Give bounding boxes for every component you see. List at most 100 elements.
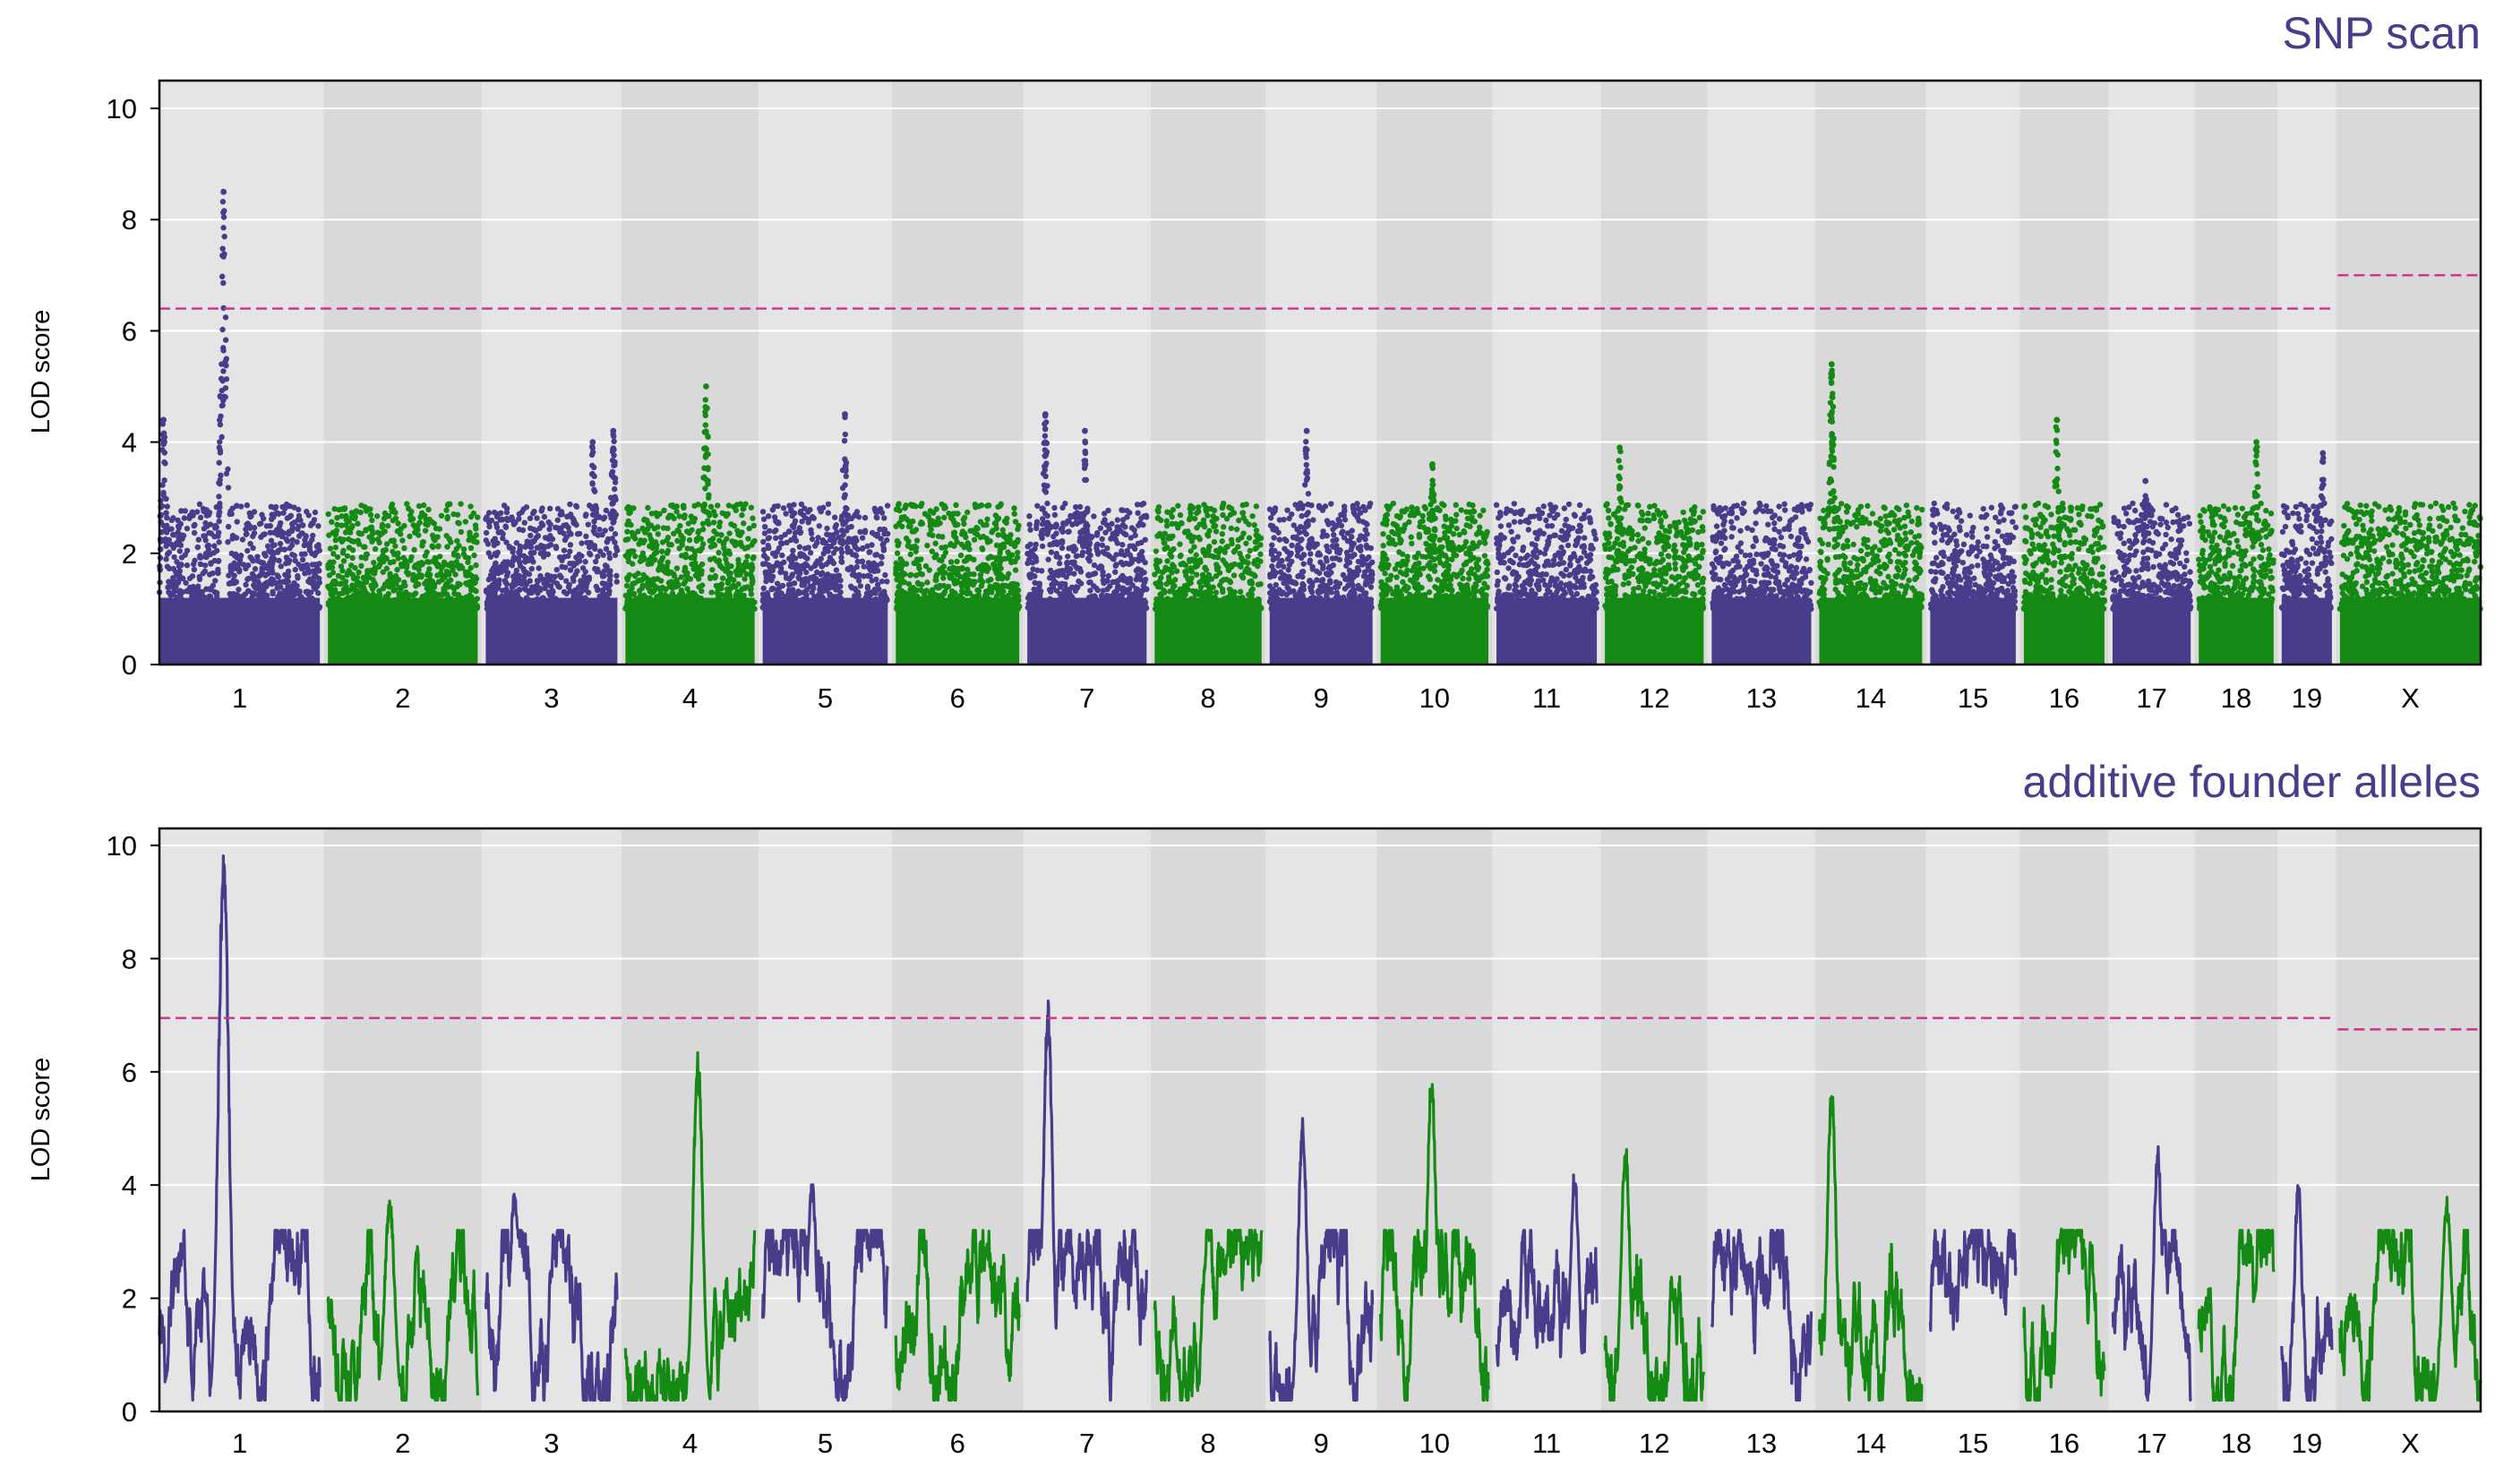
snp-point (1008, 559, 1015, 566)
snp-point (395, 520, 401, 527)
snp-point (382, 597, 388, 604)
snp-point (999, 527, 1007, 533)
snp-point (859, 545, 866, 552)
snp-point (742, 600, 749, 606)
snp-point (988, 576, 994, 583)
snp-point (542, 535, 549, 541)
snp-point (244, 520, 252, 527)
snp-point (553, 545, 560, 552)
snp-point (870, 605, 877, 613)
snp-point (223, 362, 229, 369)
snp-point (711, 542, 718, 549)
snp-point (881, 528, 887, 535)
snp-point (268, 503, 274, 510)
snp-point (237, 594, 244, 600)
snp-point (825, 510, 831, 516)
snp-point (502, 579, 509, 586)
snp-point (458, 501, 464, 507)
snp-point (647, 536, 655, 543)
snp-point (311, 579, 317, 585)
snp-point (329, 519, 335, 526)
snp-top-point (610, 427, 617, 434)
snp-point (765, 605, 771, 611)
snp-point (975, 565, 982, 572)
snp-point (201, 568, 209, 575)
snp-point (567, 567, 574, 573)
snp-point (603, 604, 610, 610)
snp-point (435, 543, 442, 549)
snp-point (164, 522, 170, 529)
snp-point (562, 564, 569, 570)
snp-point (502, 587, 510, 594)
snp-point (181, 515, 188, 521)
snp-point (1098, 564, 1105, 571)
snp-point (641, 517, 647, 523)
snp-point (582, 559, 588, 565)
snp-point (874, 581, 881, 588)
snp-point (182, 508, 188, 514)
snp-point (1104, 545, 1110, 552)
snp-point (310, 520, 316, 527)
snp-point (959, 579, 966, 587)
snp-point (308, 596, 314, 602)
snp-point (474, 596, 481, 602)
snp-point (933, 573, 939, 579)
snp-point (638, 592, 644, 599)
snp-point (236, 568, 243, 575)
snp-point (159, 502, 166, 510)
snp-point (973, 524, 980, 531)
snp-point (1016, 597, 1022, 604)
snp-point (903, 535, 910, 542)
snp-peak-point (841, 437, 848, 444)
snp-point (815, 535, 821, 541)
snp-point (279, 591, 286, 597)
snp-point (448, 539, 454, 545)
snp-point (229, 505, 236, 511)
snp-point (548, 597, 555, 604)
snp-point (164, 514, 170, 521)
snp-point (499, 517, 506, 523)
snp-point (339, 522, 345, 528)
snp-point (857, 528, 863, 536)
snp-point (933, 552, 939, 558)
snp-point (582, 512, 589, 519)
snp-peak-point (220, 210, 227, 216)
snp-point (1076, 578, 1082, 585)
snp-point (664, 559, 671, 566)
snp-point (933, 584, 939, 590)
snp-point (684, 545, 690, 552)
snp-point (873, 514, 879, 520)
snp-point (272, 503, 279, 510)
snp-point (594, 602, 601, 608)
snp-point (467, 536, 474, 542)
snp-point (562, 598, 568, 605)
snp-point (271, 556, 278, 563)
snp-point (658, 578, 664, 584)
snp-point (964, 590, 970, 597)
snp-point (287, 545, 293, 552)
snp-point (668, 502, 674, 509)
snp-point (741, 520, 747, 527)
snp-point (199, 605, 205, 612)
snp-point (587, 552, 594, 558)
snp-point (907, 523, 913, 529)
snp-point (993, 556, 999, 563)
snp-point (328, 591, 335, 598)
snp-point (997, 550, 1003, 556)
snp-point (566, 528, 572, 536)
snp-point (338, 563, 345, 570)
snp-point (861, 563, 867, 570)
snp-point (371, 560, 377, 566)
snp-point (297, 594, 304, 600)
snp-peak-point (702, 422, 709, 428)
snp-point (326, 563, 332, 570)
snp-point (872, 596, 879, 603)
snp-point (402, 582, 408, 589)
snp-point (360, 574, 366, 581)
snp-point (730, 582, 736, 588)
snp-point (180, 532, 187, 539)
snp-point (178, 554, 185, 561)
snp-point (294, 582, 300, 589)
snp-point (951, 580, 958, 587)
snp-point (491, 509, 498, 516)
